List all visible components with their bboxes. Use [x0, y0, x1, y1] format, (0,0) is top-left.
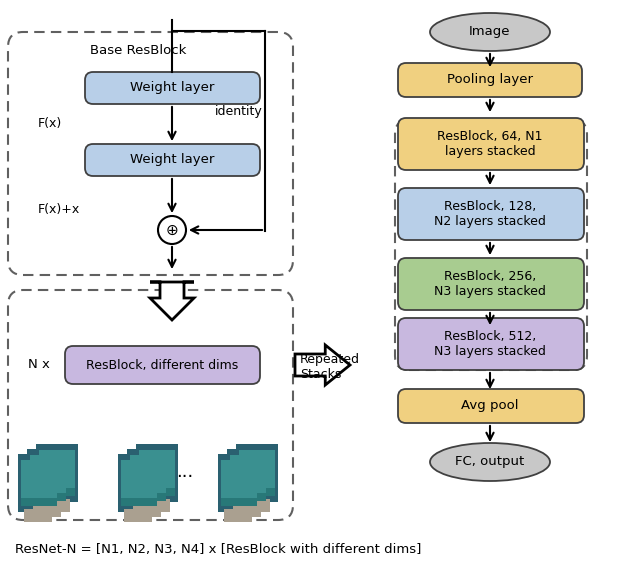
- FancyBboxPatch shape: [398, 258, 584, 310]
- FancyBboxPatch shape: [130, 455, 166, 495]
- FancyBboxPatch shape: [65, 346, 260, 384]
- FancyBboxPatch shape: [398, 389, 584, 423]
- FancyBboxPatch shape: [39, 488, 75, 496]
- Text: N x: N x: [28, 358, 50, 372]
- Text: ResBlock, different dims: ResBlock, different dims: [86, 358, 239, 372]
- FancyBboxPatch shape: [30, 493, 66, 501]
- FancyBboxPatch shape: [239, 450, 275, 490]
- FancyBboxPatch shape: [398, 188, 584, 240]
- Text: F(x)+x: F(x)+x: [38, 204, 80, 216]
- FancyBboxPatch shape: [21, 460, 57, 500]
- FancyBboxPatch shape: [124, 509, 152, 522]
- FancyBboxPatch shape: [21, 498, 57, 506]
- FancyBboxPatch shape: [236, 444, 278, 502]
- Text: Repeated: Repeated: [300, 353, 360, 367]
- Circle shape: [158, 216, 186, 244]
- FancyBboxPatch shape: [221, 460, 257, 500]
- FancyBboxPatch shape: [18, 454, 60, 512]
- Polygon shape: [150, 282, 194, 320]
- FancyBboxPatch shape: [221, 498, 257, 506]
- FancyBboxPatch shape: [121, 498, 157, 506]
- FancyBboxPatch shape: [136, 444, 178, 502]
- Ellipse shape: [430, 13, 550, 51]
- Text: ⊕: ⊕: [166, 223, 178, 237]
- Text: Pooling layer: Pooling layer: [447, 74, 533, 86]
- FancyBboxPatch shape: [142, 499, 170, 512]
- FancyBboxPatch shape: [121, 460, 157, 500]
- FancyBboxPatch shape: [30, 455, 66, 495]
- FancyBboxPatch shape: [36, 444, 78, 502]
- Text: Avg pool: Avg pool: [461, 400, 518, 412]
- FancyBboxPatch shape: [398, 63, 582, 97]
- Ellipse shape: [430, 443, 550, 481]
- FancyBboxPatch shape: [39, 450, 75, 490]
- Text: identity: identity: [215, 106, 263, 118]
- FancyBboxPatch shape: [27, 449, 69, 507]
- FancyBboxPatch shape: [42, 499, 70, 512]
- FancyBboxPatch shape: [398, 318, 584, 370]
- Text: ResBlock, 256,
N3 layers stacked: ResBlock, 256, N3 layers stacked: [434, 270, 546, 298]
- FancyBboxPatch shape: [239, 488, 275, 496]
- FancyBboxPatch shape: [127, 449, 169, 507]
- Text: FC, output: FC, output: [455, 455, 525, 469]
- FancyBboxPatch shape: [242, 499, 270, 512]
- FancyBboxPatch shape: [233, 504, 261, 517]
- FancyBboxPatch shape: [227, 449, 269, 507]
- Text: Weight layer: Weight layer: [130, 154, 215, 166]
- FancyBboxPatch shape: [139, 488, 175, 496]
- FancyBboxPatch shape: [24, 509, 52, 522]
- FancyBboxPatch shape: [33, 504, 61, 517]
- FancyBboxPatch shape: [398, 118, 584, 170]
- FancyBboxPatch shape: [139, 450, 175, 490]
- Text: F(x): F(x): [38, 118, 62, 130]
- Text: ...: ...: [176, 463, 193, 481]
- FancyBboxPatch shape: [230, 455, 266, 495]
- Text: ResBlock, 64, N1
layers stacked: ResBlock, 64, N1 layers stacked: [437, 130, 543, 158]
- FancyBboxPatch shape: [118, 454, 160, 512]
- Text: ResBlock, 512,
N3 layers stacked: ResBlock, 512, N3 layers stacked: [434, 330, 546, 358]
- Text: Stacks: Stacks: [300, 368, 341, 382]
- FancyBboxPatch shape: [224, 509, 252, 522]
- FancyBboxPatch shape: [85, 72, 260, 104]
- FancyBboxPatch shape: [133, 504, 161, 517]
- FancyBboxPatch shape: [85, 144, 260, 176]
- Text: ResBlock, 128,
N2 layers stacked: ResBlock, 128, N2 layers stacked: [434, 200, 546, 228]
- Polygon shape: [295, 345, 350, 385]
- Text: ResNet-N = [N1, N2, N3, N4] x [ResBlock with different dims]: ResNet-N = [N1, N2, N3, N4] x [ResBlock …: [15, 543, 421, 556]
- Text: Weight layer: Weight layer: [130, 82, 215, 95]
- Text: Base ResBlock: Base ResBlock: [90, 44, 186, 56]
- Text: Image: Image: [469, 26, 511, 38]
- FancyBboxPatch shape: [218, 454, 260, 512]
- FancyBboxPatch shape: [130, 493, 166, 501]
- FancyBboxPatch shape: [230, 493, 266, 501]
